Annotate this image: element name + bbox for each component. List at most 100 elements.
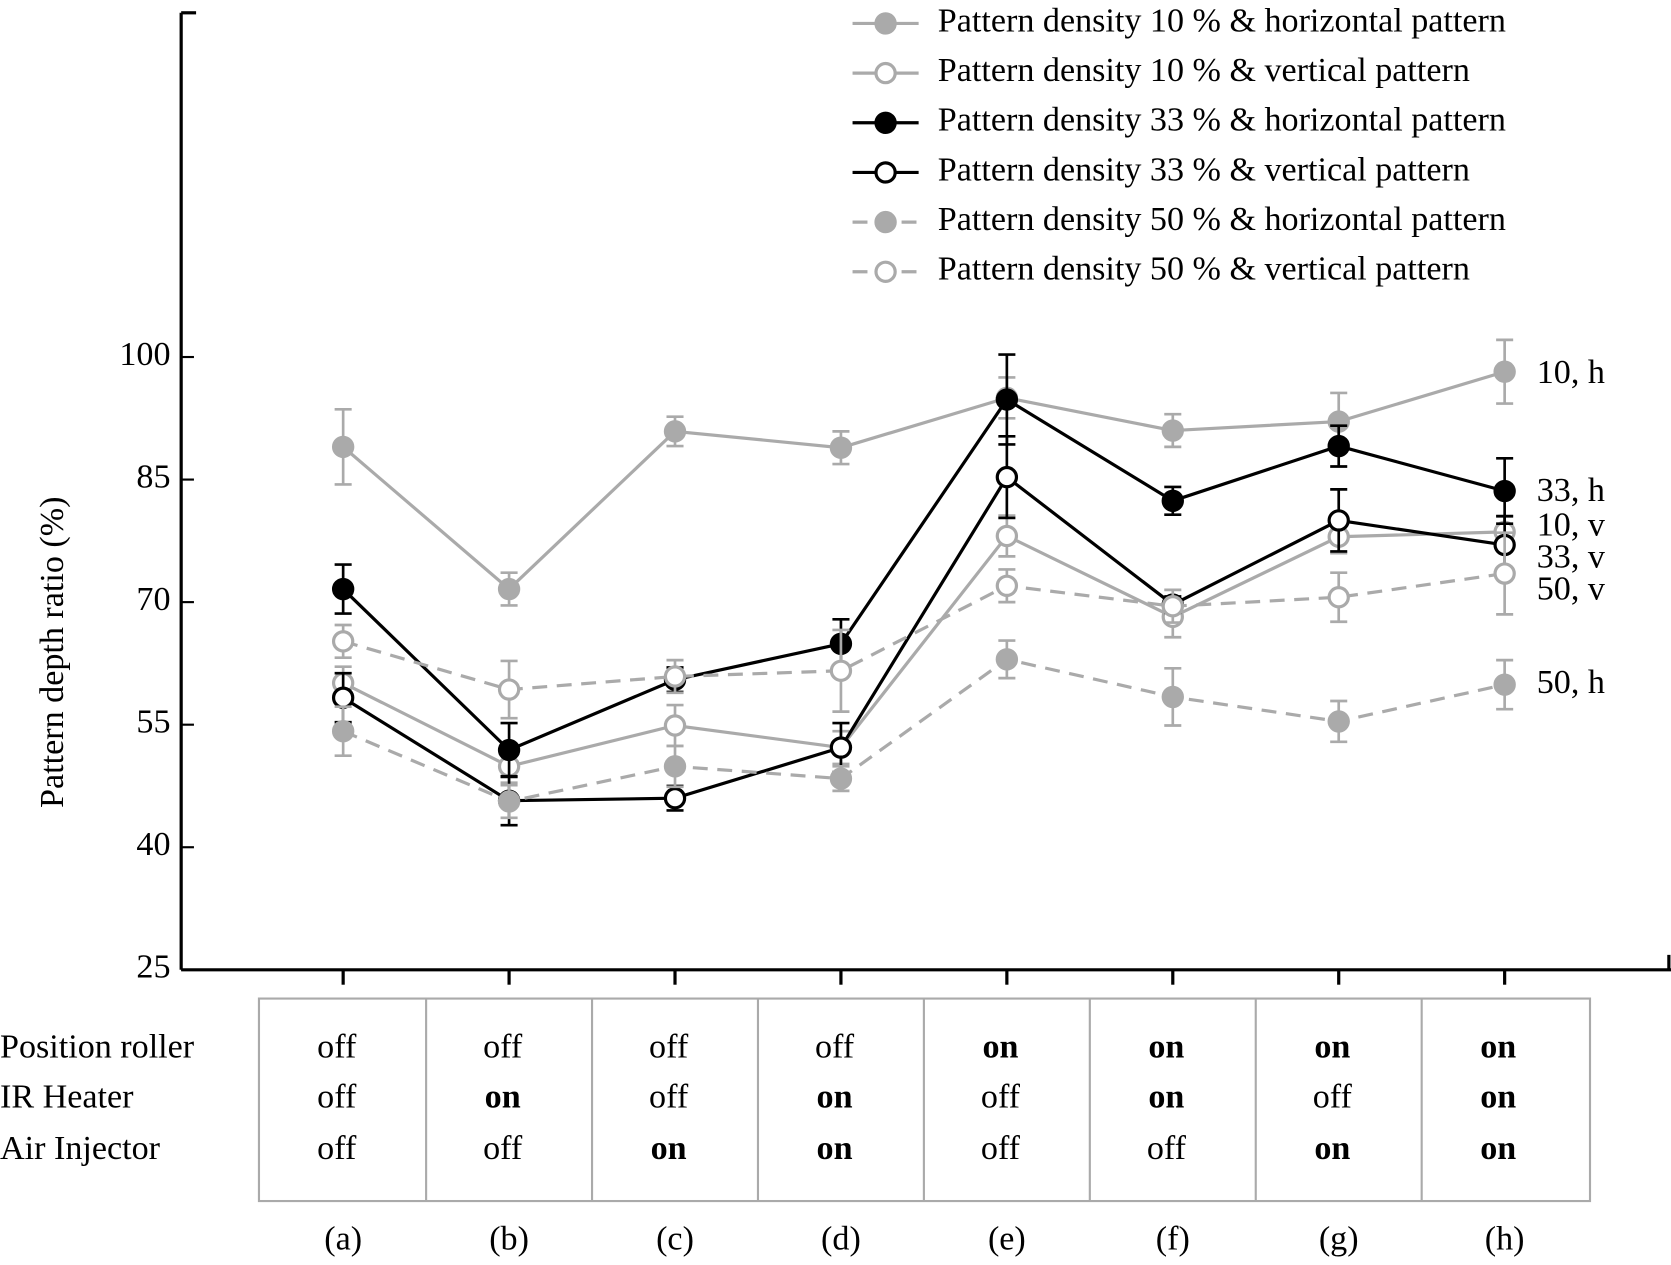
y-tick-label: 85 xyxy=(136,458,170,495)
legend-label: Pattern density 50 % & vertical pattern xyxy=(938,251,1470,288)
marker xyxy=(1493,673,1516,696)
marker xyxy=(829,659,853,682)
y-tick-label: 100 xyxy=(119,336,170,373)
marker xyxy=(663,755,687,778)
table-cell: off xyxy=(317,1079,357,1116)
end-label: 10, h xyxy=(1537,354,1605,391)
table-cell: on xyxy=(485,1079,521,1116)
marker xyxy=(497,678,521,701)
marker xyxy=(1327,710,1350,733)
table-cell: off xyxy=(1147,1130,1187,1167)
marker xyxy=(497,577,521,601)
table-cell: off xyxy=(981,1079,1021,1116)
table-cell: on xyxy=(1480,1130,1516,1167)
end-label: 33, v xyxy=(1537,538,1606,575)
y-tick-label: 70 xyxy=(136,581,170,618)
marker xyxy=(829,767,853,790)
legend-label: Pattern density 10 % & vertical pattern xyxy=(938,52,1470,89)
marker xyxy=(331,686,355,709)
table-cell: on xyxy=(982,1029,1018,1066)
table-cell: off xyxy=(1313,1079,1353,1116)
table-cell: on xyxy=(1480,1079,1516,1116)
legend-marker xyxy=(874,61,897,85)
marker xyxy=(331,630,355,653)
marker xyxy=(663,420,687,443)
y-tick-label: 55 xyxy=(136,704,170,741)
y-axis-label: Pattern depth ratio (%) xyxy=(34,496,71,807)
table-cell: off xyxy=(483,1130,523,1167)
marker xyxy=(663,714,687,737)
marker xyxy=(663,665,687,688)
end-label: 50, h xyxy=(1537,664,1605,701)
marker xyxy=(1327,586,1350,609)
end-label: 50, v xyxy=(1537,570,1606,607)
series-line xyxy=(342,370,1506,592)
x-tick-label: (c) xyxy=(656,1220,694,1257)
marker xyxy=(829,436,853,459)
marker xyxy=(1493,360,1516,383)
marker xyxy=(1161,419,1184,442)
marker xyxy=(1493,479,1516,503)
legend-marker xyxy=(874,111,897,134)
table-cell: on xyxy=(1314,1130,1350,1167)
table-cell: off xyxy=(815,1029,855,1066)
legend-marker xyxy=(874,260,897,283)
table-cell: on xyxy=(1480,1029,1516,1066)
marker xyxy=(995,524,1019,548)
y-tick-label: 40 xyxy=(136,826,170,863)
marker xyxy=(1327,509,1350,532)
series-line xyxy=(342,571,1505,692)
series-line xyxy=(342,474,1505,803)
table-cell: off xyxy=(317,1029,357,1066)
marker xyxy=(995,648,1019,671)
table-cell: off xyxy=(649,1029,689,1066)
table-cell: off xyxy=(649,1079,689,1116)
series-line xyxy=(342,530,1505,769)
legend-label: Pattern density 33 % & horizontal patter… xyxy=(938,102,1506,139)
table-cell: on xyxy=(651,1130,687,1167)
legend-label: Pattern density 33 % & vertical pattern xyxy=(938,151,1470,188)
marker xyxy=(663,787,687,810)
table-cell: off xyxy=(483,1029,523,1066)
marker xyxy=(331,577,355,601)
table-row-label: Position roller xyxy=(0,1029,195,1066)
series-line xyxy=(342,397,1506,752)
table-cell: off xyxy=(317,1130,357,1167)
marker xyxy=(995,465,1019,489)
table-row-label: Air Injector xyxy=(0,1130,161,1167)
marker xyxy=(331,720,355,743)
marker xyxy=(497,790,521,813)
table-cell: on xyxy=(817,1079,853,1116)
marker xyxy=(1161,595,1184,618)
table-cell: on xyxy=(1148,1079,1184,1116)
table-cell: on xyxy=(1148,1029,1184,1066)
x-tick-label: (g) xyxy=(1319,1220,1359,1257)
x-tick-label: (h) xyxy=(1485,1220,1525,1257)
legend-label: Pattern density 50 % & horizontal patter… xyxy=(938,201,1506,238)
y-tick-label: 25 xyxy=(136,949,170,986)
marker xyxy=(995,388,1019,411)
table-cell: off xyxy=(981,1130,1021,1167)
series-line xyxy=(342,657,1505,804)
x-tick-label: (a) xyxy=(324,1220,362,1257)
x-tick-label: (d) xyxy=(821,1220,861,1257)
x-tick-label: (f) xyxy=(1156,1220,1190,1257)
x-tick-label: (e) xyxy=(988,1220,1026,1257)
table-row-label: IR Heater xyxy=(0,1079,134,1116)
end-label: 10, v xyxy=(1537,506,1606,543)
marker xyxy=(829,736,853,759)
legend-marker xyxy=(874,161,897,184)
marker xyxy=(1493,562,1516,585)
marker xyxy=(1161,685,1184,709)
marker xyxy=(331,435,355,459)
end-label: 33, h xyxy=(1537,472,1605,509)
marker xyxy=(1327,434,1350,458)
legend-marker xyxy=(874,210,897,234)
marker xyxy=(497,738,521,762)
legend-label: Pattern density 10 % & horizontal patter… xyxy=(938,2,1506,39)
x-tick-label: (b) xyxy=(489,1220,529,1257)
legend-marker xyxy=(874,12,897,35)
marker xyxy=(1161,489,1184,513)
table-cell: on xyxy=(817,1130,853,1167)
